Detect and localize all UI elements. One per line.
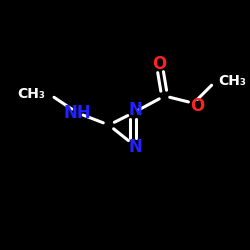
Text: N: N xyxy=(128,138,142,156)
Text: O: O xyxy=(190,97,204,115)
Text: O: O xyxy=(152,56,167,74)
Text: NH: NH xyxy=(64,104,91,122)
Text: CH₃: CH₃ xyxy=(17,86,45,101)
Text: N: N xyxy=(128,102,142,119)
Text: CH₃: CH₃ xyxy=(218,74,246,88)
